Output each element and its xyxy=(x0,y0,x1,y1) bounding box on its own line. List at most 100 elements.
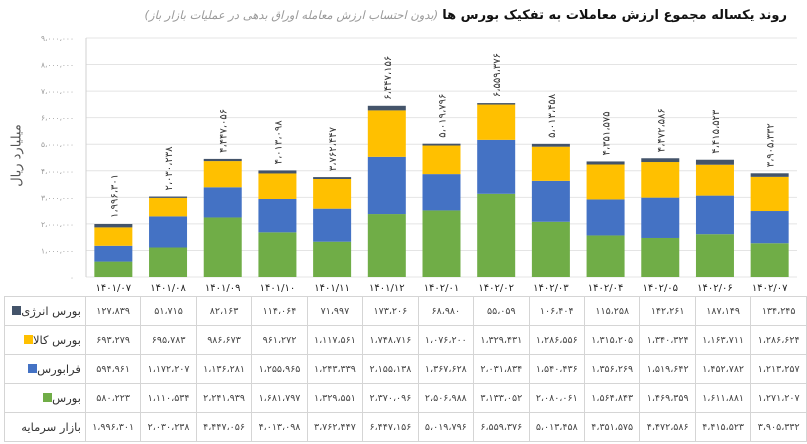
table-cell: ۱،۳۴۰،۳۲۴ xyxy=(639,325,696,355)
y-tick-label: ۳،۰۰۰،۰۰۰ xyxy=(41,193,74,202)
y-tick-label: ۱،۰۰۰،۰۰۰ xyxy=(41,246,74,255)
bar-segment xyxy=(94,227,133,246)
bar-segment xyxy=(367,105,406,111)
table-cell: ۴،۴۷۲،۵۸۶ xyxy=(639,412,696,442)
x-tick-label: ۱۴۰۲/۰۴ xyxy=(588,283,624,294)
table-cell: ۴،۰۱۳،۰۹۸ xyxy=(251,412,308,442)
table-cell: ۱،۳۶۷،۶۲۸ xyxy=(417,354,475,384)
y-tick-label: ۵،۰۰۰،۰۰۰ xyxy=(41,140,74,149)
x-tick-label: ۱۴۰۲/۰۱ xyxy=(424,283,460,294)
table-cell: ۲،۵۰۶،۹۸۸ xyxy=(417,383,475,413)
table-cell: ۱،۶۱۱،۸۸۱ xyxy=(694,383,752,413)
table-cell: ۴،۴۱۵،۵۲۳ xyxy=(694,412,752,442)
table-row: بازار سرمایه ۱،۹۹۶،۳۰۱ ۲،۰۳۰،۲۳۸ ۴،۴۴۷،۰۵۶ ۴… xyxy=(4,412,807,442)
table-cell: ۱،۱۶۳،۷۱۱ xyxy=(694,325,752,355)
table-cell: ۱۱۴،۰۶۴ xyxy=(251,296,308,326)
table-cell: ۲،۰۳۱،۸۳۴ xyxy=(473,354,530,384)
legend-swatch xyxy=(12,306,22,315)
table-row: بورس ۵۸۰،۲۲۳ ۱،۱۱۰،۵۳۴ ۲،۲۴۱،۹۳۹ ۱،۶۸۱،۷۹۷ ۱،… xyxy=(4,383,807,413)
table-cell: ۱،۵۴۰،۴۳۶ xyxy=(528,354,585,384)
row-label: بورس انرژی xyxy=(4,296,86,326)
table-cell: ۱۴۲،۲۶۱ xyxy=(639,296,696,326)
x-tick-label: ۱۴۰۲/۰۶ xyxy=(697,283,733,294)
bar-segment xyxy=(750,243,789,277)
table-cell: ۵۵،۰۵۹ xyxy=(473,296,530,326)
total-data-label: ۴،۰۱۳،۰۹۸ xyxy=(273,120,284,165)
table-cell: ۲،۳۷۰،۰۹۶ xyxy=(362,383,419,413)
total-data-label: ۵،۰۱۹،۷۹۶ xyxy=(438,94,449,138)
bar-segment xyxy=(477,193,516,277)
table-cell: ۵۱،۷۱۵ xyxy=(140,296,197,326)
bar-segment xyxy=(94,223,133,228)
row-label: بورس کالا xyxy=(4,325,86,355)
table-cell: ۷۱،۹۹۷ xyxy=(306,296,364,326)
table-cell: ۱،۲۸۶،۵۵۶ xyxy=(528,325,585,355)
table-cell: ۱،۲۱۳،۲۵۷ xyxy=(750,354,807,384)
table-cell: ۹۶۱،۲۷۲ xyxy=(251,325,308,355)
table-row: بورس کالا ۶۹۳،۲۷۹ ۶۹۵،۷۸۳ ۹۸۶،۶۷۳ ۹۶۱،۲۷۲ ۱،۱… xyxy=(4,325,807,355)
table-cell: ۱۲۷،۸۳۹ xyxy=(84,296,142,326)
bar-segment xyxy=(313,177,352,179)
table-cell: ۹۸۶،۶۷۳ xyxy=(195,325,253,355)
table-cell: ۱،۲۷۱،۲۰۷ xyxy=(750,383,807,413)
table-cell: ۱،۱۳۶،۲۸۱ xyxy=(195,354,253,384)
table-cell: ۱،۰۷۶،۲۰۰ xyxy=(417,325,475,355)
table-cell: ۶،۴۴۷،۱۵۶ xyxy=(362,412,419,442)
total-data-label: ۳،۹۰۵،۳۳۲ xyxy=(766,123,777,167)
table-cell: ۱،۶۸۱،۷۹۷ xyxy=(251,383,308,413)
bar-segment xyxy=(313,208,352,242)
bar-segment xyxy=(258,173,297,199)
table-row: فرابورس ۵۹۴،۹۶۱ ۱،۱۷۲،۲۰۷ ۱،۱۳۶،۲۸۱ ۱،۲۵۵،۹۶… xyxy=(4,354,807,384)
bar-segment xyxy=(531,143,570,147)
bar-segment xyxy=(258,232,297,277)
x-tick-label: ۱۴۰۱/۱۱ xyxy=(314,283,350,294)
bar-segment xyxy=(641,162,680,198)
bar-segment xyxy=(422,174,461,211)
y-tick-label: ۹،۰۰۰،۰۰۰ xyxy=(41,34,74,43)
bar-segment xyxy=(750,211,789,244)
bar-segment xyxy=(641,197,680,238)
bar-segment xyxy=(477,139,516,194)
legend-label: بورس کالا xyxy=(32,333,81,347)
bar-segment xyxy=(149,216,188,248)
table-cell: ۱،۵۶۴،۸۴۳ xyxy=(583,383,641,413)
row-label: بورس xyxy=(4,383,86,413)
legend-swatch xyxy=(23,335,33,344)
bar-segment xyxy=(313,241,352,277)
bar-segment xyxy=(586,199,625,236)
table-cell: ۱۳۴،۲۴۵ xyxy=(750,296,807,326)
chart-title: روند یکساله مجموع ارزش معاملات به تفکیک … xyxy=(145,8,787,23)
table-cell: ۵،۰۱۳،۴۵۸ xyxy=(528,412,585,442)
bar-segment xyxy=(477,103,516,105)
y-tick-label: ۸،۰۰۰،۰۰۰ xyxy=(41,61,74,70)
table-cell: ۲،۲۴۱،۹۳۹ xyxy=(195,383,253,413)
legend-label: فرابورس xyxy=(37,362,81,376)
stacked-bar-chart: ۰ ۱،۰۰۰،۰۰۰ ۲،۰۰۰،۰۰۰ ۳،۰۰۰،۰۰۰ ۴،۰۰۰،۰۰۰ ۵،۰… xyxy=(41,34,797,294)
table-cell: ۵۹۴،۹۶۱ xyxy=(84,354,142,384)
table-cell: ۳،۹۰۵،۳۳۲ xyxy=(750,412,807,442)
bar-segment xyxy=(149,197,188,217)
y-tick-label: ۶،۰۰۰،۰۰۰ xyxy=(41,114,74,123)
total-data-label: ۵،۰۱۳،۴۵۸ xyxy=(547,93,558,138)
table-cell: ۱،۴۵۲،۷۸۲ xyxy=(694,354,752,384)
bar-segment xyxy=(695,195,734,235)
table-cell: ۱،۹۹۶،۳۰۱ xyxy=(84,412,142,442)
bar-segment xyxy=(203,187,242,218)
table-cell: ۱،۳۱۵،۲۰۵ xyxy=(583,325,641,355)
bar-segment xyxy=(750,173,789,177)
total-data-label: ۴،۴۷۲،۵۸۶ xyxy=(656,108,667,152)
total-data-label: ۶،۵۵۹،۳۷۶ xyxy=(492,53,503,97)
bar-segment xyxy=(586,164,625,200)
bar-segment xyxy=(258,170,297,174)
total-data-label: ۱،۹۹۶،۳۰۱ xyxy=(109,174,120,218)
table-cell: ۴،۳۵۱،۵۷۵ xyxy=(583,412,641,442)
bar-segment xyxy=(750,176,789,212)
table-cell: ۱،۴۶۹،۳۵۹ xyxy=(639,383,696,413)
bar-segment xyxy=(422,145,461,175)
y-tick-label: ۴،۰۰۰،۰۰۰ xyxy=(41,167,74,176)
bar-segment xyxy=(203,161,242,188)
bar-segment xyxy=(422,143,461,146)
x-tick-label: ۱۴۰۲/۰۵ xyxy=(642,283,678,294)
bar-segment xyxy=(641,158,680,163)
legend-label: بورس انرژی xyxy=(21,304,81,318)
